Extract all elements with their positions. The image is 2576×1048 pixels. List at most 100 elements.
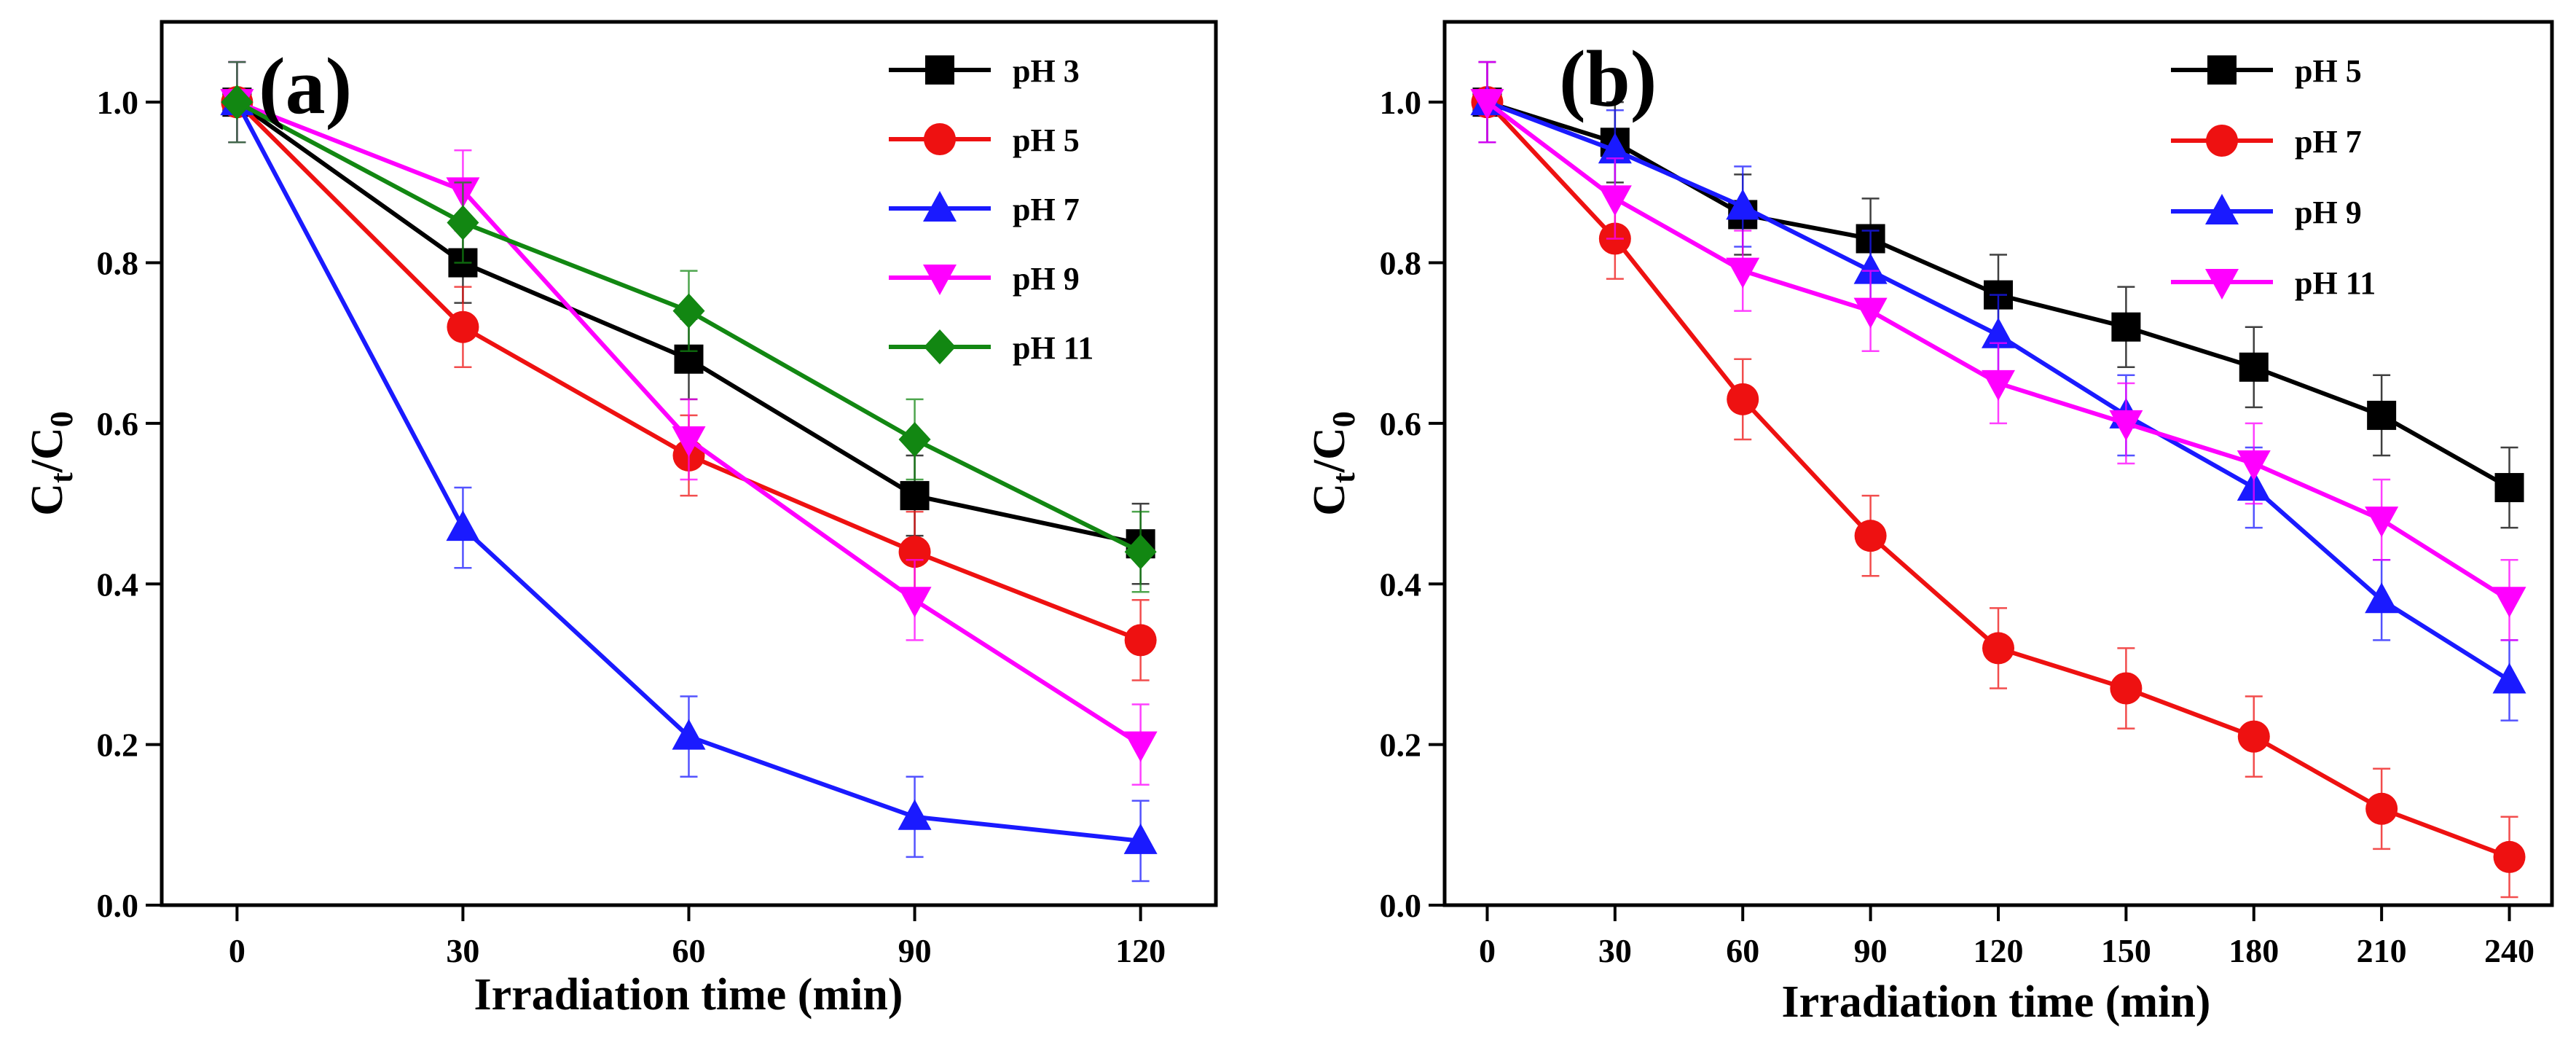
legend-label-b-ph-9: pH 9 [2295,195,2362,230]
legend-marker-b-ph-5 [2207,55,2237,85]
y-tick-label-b-0: 0.0 [1380,887,1422,924]
y-tick-label-a-4: 0.8 [97,245,139,282]
legend-label-b-ph-11: pH 11 [2295,265,2376,301]
data-point-b-ph-5-7 [2367,400,2397,430]
y-tick-label-a-5: 1.0 [97,84,139,121]
x-tick-label-b-2: 60 [1726,932,1759,969]
y-tick-label-b-2: 0.4 [1380,566,1422,603]
data-point-a-ph-9-3 [898,587,932,618]
y-axis-title-b-sub-t: t [1326,472,1362,483]
y-tick-label-b-4: 0.8 [1380,245,1422,282]
data-point-a-ph-11-4 [1124,534,1157,570]
ticks-a: 0 30 60 90 120 0.0 0.2 0.4 0.6 0.8 1.0 [97,84,1166,969]
x-tick-label-b-3: 90 [1854,932,1888,969]
data-point-a-ph-11-1 [447,205,479,241]
data-point-a-ph-7-4 [1123,823,1158,854]
y-axis-title-b-sub-0: 0 [1326,411,1362,427]
ticks-b: 0 30 60 90 120 150 180 210 240 0.0 0.2 0.4 0.6 0.8 1.0 [1380,84,2535,969]
data-point-b-ph-9-8 [2492,662,2526,694]
data-point-b-ph-7-5 [2110,672,2143,705]
legend-label-a-ph-7: pH 7 [1013,192,1080,227]
data-point-a-ph-5-4 [1124,624,1157,657]
data-point-a-ph-5-1 [447,310,479,343]
legend-label-a-ph-5: pH 5 [1013,122,1080,158]
x-axis-title-b: Irradiation time (min) [1782,977,2211,1027]
legend-label-b-ph-5: pH 5 [2295,53,2362,89]
legend-item-b-ph-9: pH 9 [2171,194,2362,230]
x-tick-label-b-7: 210 [2357,932,2407,969]
plot-layer-b [1470,60,2526,899]
data-point-b-ph-9-2 [1726,189,1760,220]
series-a-ph-11 [221,60,1157,593]
data-point-a-ph-7-2 [672,719,706,750]
data-point-b-ph-9-1 [1598,133,1632,164]
y-axis-title-b: Ct/C0 [1305,411,1362,515]
data-point-a-ph-11-2 [672,293,705,329]
legend-marker-a-ph-9 [923,265,957,295]
x-tick-label-b-8: 240 [2484,932,2534,969]
x-tick-label-b-0: 0 [1479,932,1496,969]
data-point-b-ph-7-7 [2365,792,2398,825]
y-axis-title-b-main: C [1305,483,1354,516]
data-point-a-ph-3-3 [900,481,930,511]
y-tick-label-a-0: 0.0 [97,887,139,924]
x-tick-label-b-5: 150 [2101,932,2151,969]
x-tick-label-a-0: 0 [229,932,246,969]
legend-marker-a-ph-3 [925,55,954,85]
legend-item-a-ph-5: pH 5 [889,122,1080,158]
data-point-b-ph-9-3 [1853,253,1888,284]
legend-item-b-ph-7: pH 7 [2171,124,2362,160]
legend-marker-b-ph-9 [2205,194,2239,224]
y-tick-label-a-3: 0.6 [97,405,139,442]
legend-item-b-ph-11: pH 11 [2171,265,2376,301]
legend-item-a-ph-7: pH 7 [889,191,1080,227]
x-axis-title-a: Irradiation time (min) [474,970,903,1020]
y-tick-label-a-1: 0.2 [97,727,139,764]
data-point-a-ph-11-3 [898,421,931,457]
y-axis-title-b-slash: /C [1305,427,1354,473]
legend-b: pH 5 pH 7 pH 9 pH 11 [2171,53,2376,301]
x-tick-label-a-2: 60 [672,932,706,969]
y-tick-label-a-2: 0.4 [97,566,139,603]
series-b-ph-11 [1470,60,2526,641]
legend-label-a-ph-9: pH 9 [1013,261,1080,297]
y-axis-title-a-slash: /C [23,427,72,473]
legend-item-a-ph-3: pH 3 [889,53,1080,89]
legend-marker-a-ph-11 [924,329,956,364]
x-tick-label-a-4: 120 [1115,932,1166,969]
x-tick-label-b-4: 120 [1974,932,2024,969]
data-point-a-ph-7-1 [446,510,480,541]
legend-a: pH 3 pH 5 pH 7 pH 9 pH 11 [889,53,1093,366]
data-point-a-ph-9-2 [672,426,706,457]
data-point-a-ph-11-0 [221,85,254,120]
chart-panel-a: 0 30 60 90 120 0.0 0.2 0.4 0.6 0.8 1.0 (a) Irradia… [23,20,1218,1020]
data-point-b-ph-7-3 [1854,520,1887,552]
legend-marker-a-ph-5 [924,123,956,155]
data-point-b-ph-5-6 [2239,352,2269,382]
legend-item-b-ph-5: pH 5 [2171,53,2362,89]
legend-label-a-ph-11: pH 11 [1013,330,1093,366]
data-point-b-ph-11-6 [2237,450,2271,481]
y-tick-label-b-1: 0.2 [1380,727,1422,764]
data-point-b-ph-7-6 [2237,720,2270,753]
legend-marker-b-ph-7 [2206,125,2238,157]
x-tick-label-a-1: 30 [446,932,479,969]
y-tick-label-b-3: 0.6 [1380,405,1422,442]
x-tick-label-b-1: 30 [1598,932,1632,969]
data-point-b-ph-7-8 [2493,840,2526,873]
x-tick-label-a-3: 90 [898,932,932,969]
y-tick-label-b-5: 1.0 [1380,84,1422,121]
data-point-b-ph-5-8 [2494,473,2524,503]
legend-label-b-ph-7: pH 7 [2295,124,2362,160]
data-point-a-ph-9-4 [1123,731,1158,762]
data-point-b-ph-7-4 [1982,632,2014,665]
y-axis-title-a: Ct/C0 [23,411,79,515]
data-point-b-ph-7-2 [1727,383,1759,415]
data-point-b-ph-9-4 [1982,317,2015,348]
x-tick-label-b-6: 180 [2229,932,2279,969]
data-point-b-ph-11-5 [2109,410,2143,441]
panel-label-b: (b) [1559,34,1657,123]
y-axis-title-a-main: C [23,483,72,516]
